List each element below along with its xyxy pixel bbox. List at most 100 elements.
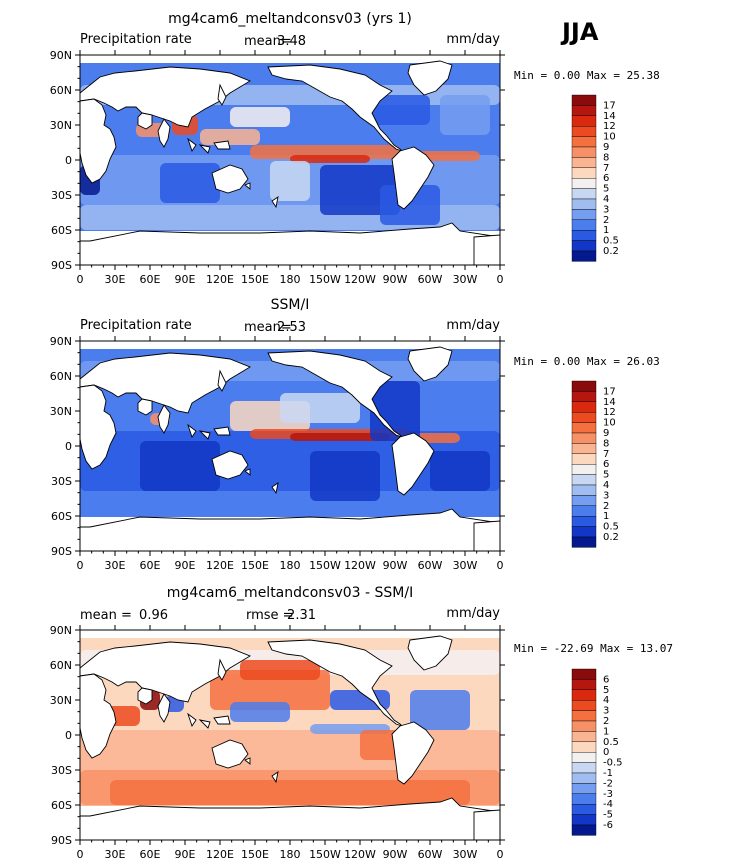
colorbar-swatch bbox=[571, 229, 597, 241]
field-cell bbox=[280, 393, 360, 423]
map-area: 90N 60N 30N 0 30S 60S 90S 0 30E 60E 90E 120E 150E 180… bbox=[50, 624, 505, 861]
colorbar-swatch bbox=[571, 741, 597, 753]
colorbar-swatch bbox=[571, 751, 597, 763]
colorbar-label: 7 bbox=[603, 449, 609, 460]
colorbar-swatch bbox=[571, 115, 597, 127]
lat-label: 90N bbox=[50, 49, 72, 62]
colorbar-swatch bbox=[571, 668, 597, 680]
lat-label: 90N bbox=[50, 335, 72, 348]
lat-label: 60S bbox=[51, 799, 72, 812]
continent-outline bbox=[157, 693, 171, 723]
continent-outline bbox=[187, 423, 197, 439]
units-label: mm/day bbox=[446, 318, 500, 333]
colorbar-swatch bbox=[571, 772, 597, 784]
colorbar-swatch bbox=[571, 126, 597, 137]
lon-label: 30W bbox=[453, 273, 478, 286]
colorbar-swatch bbox=[571, 474, 597, 486]
colorbar-swatch bbox=[571, 720, 597, 732]
panel-diff: mg4cam6_meltandconsv03 - SSM/I mean = 0.… bbox=[50, 585, 673, 861]
map-axes: 90N 60N 30N 0 30S 60S 90S 0 30E 60E 90E 120E 150E 180… bbox=[50, 49, 505, 286]
colorbar-label: -4 bbox=[603, 799, 613, 810]
continent-outline bbox=[157, 404, 171, 434]
lon-label: 180 bbox=[280, 273, 301, 286]
colorbar-swatch bbox=[571, 484, 597, 496]
lat-label: 90S bbox=[51, 259, 72, 272]
land-mask bbox=[79, 635, 501, 841]
lon-label: 120W bbox=[344, 848, 376, 861]
colorbar-swatch bbox=[571, 453, 597, 465]
field-cell bbox=[80, 491, 500, 516]
colorbar-swatch bbox=[571, 783, 597, 795]
lat-label: 0 bbox=[65, 440, 72, 453]
colorbar-swatch bbox=[571, 250, 597, 262]
colorbar-swatch bbox=[571, 463, 597, 475]
lon-label: 0 bbox=[77, 273, 84, 286]
lon-label: 60E bbox=[140, 273, 161, 286]
mean-label: mean= bbox=[244, 34, 292, 49]
panel-title: mg4cam6_meltandconsv03 - SSM/I bbox=[167, 585, 413, 601]
colorbar-label: 4 bbox=[603, 480, 609, 491]
continent-outline bbox=[213, 426, 231, 436]
variable-label: Precipitation rate bbox=[80, 318, 192, 333]
lon-label: 90E bbox=[175, 848, 196, 861]
lon-label: 120E bbox=[206, 559, 234, 572]
lon-label: 120W bbox=[344, 559, 376, 572]
no-data-band bbox=[80, 630, 500, 638]
lon-label: 90W bbox=[383, 559, 408, 572]
field-cell bbox=[410, 690, 470, 730]
field-cell bbox=[110, 780, 470, 805]
colorbar-label: 3 bbox=[603, 490, 609, 501]
colorbar-swatch bbox=[571, 391, 597, 402]
colorbar-swatch bbox=[571, 209, 597, 221]
colorbar-swatch bbox=[571, 731, 597, 743]
lat-label: 30S bbox=[51, 475, 72, 488]
map-area: 90N 60N 30N 0 30S 60S 90S 0 30E 60E 90E 120E 150E 180… bbox=[50, 335, 505, 572]
continent-outline bbox=[157, 118, 171, 148]
colorbar-swatch bbox=[571, 146, 597, 158]
lon-label: 0 bbox=[497, 273, 504, 286]
continent-outline bbox=[271, 196, 279, 209]
lat-label: 60S bbox=[51, 224, 72, 237]
colorbar-swatch bbox=[571, 536, 597, 548]
colorbar-swatch bbox=[571, 515, 597, 527]
continent-outline bbox=[187, 712, 197, 728]
colorbar-label: 9 bbox=[603, 142, 609, 153]
lat-label: 60S bbox=[51, 510, 72, 523]
lon-label: 30E bbox=[105, 848, 126, 861]
colorbar-label: 17 bbox=[603, 386, 616, 397]
lon-label: 0 bbox=[77, 848, 84, 861]
colorbar-label: 0.5 bbox=[603, 236, 619, 247]
lon-label: 150E bbox=[241, 273, 269, 286]
lat-label: 0 bbox=[65, 729, 72, 742]
colorbar-swatch bbox=[571, 188, 597, 200]
continent-outline bbox=[217, 369, 227, 392]
colorbar-label: 4 bbox=[603, 194, 609, 205]
colorbar-swatch bbox=[571, 443, 597, 455]
colorbar-label: -5 bbox=[603, 810, 613, 821]
field-cell bbox=[310, 451, 380, 501]
field-cell bbox=[200, 129, 260, 145]
field-cell bbox=[140, 441, 220, 491]
lon-label: 0 bbox=[497, 559, 504, 572]
colorbar-swatch bbox=[571, 762, 597, 774]
colorbar-label: 1 bbox=[603, 726, 609, 737]
lat-label: 90N bbox=[50, 624, 72, 637]
lon-label: 120E bbox=[206, 273, 234, 286]
map-axes: 90N 60N 30N 0 30S 60S 90S 0 30E 60E 90E 120E 150E 180… bbox=[50, 624, 505, 861]
colorbar-label: 0.5 bbox=[603, 522, 619, 533]
continent-outline bbox=[79, 98, 117, 184]
lon-label: 60W bbox=[418, 559, 443, 572]
min-max-readout: Min = 0.00 Max = 26.03 bbox=[514, 355, 660, 368]
colorbar-swatch bbox=[571, 700, 597, 711]
lon-label: 150W bbox=[309, 848, 341, 861]
colorbar-swatch bbox=[571, 219, 597, 231]
map-axes: 90N 60N 30N 0 30S 60S 90S 0 30E 60E 90E 120E 150E 180… bbox=[50, 335, 505, 572]
colorbar-swatch bbox=[571, 240, 597, 252]
continent-outline bbox=[137, 398, 153, 416]
panel-obs: SSM/I Precipitation rate mean= 2.53 mm/d… bbox=[50, 297, 660, 572]
continent-outline bbox=[391, 721, 435, 785]
field-cell bbox=[270, 161, 310, 201]
colorbar-swatch bbox=[571, 793, 597, 805]
field-cell bbox=[290, 433, 390, 441]
panel-title: SSM/I bbox=[271, 297, 310, 313]
